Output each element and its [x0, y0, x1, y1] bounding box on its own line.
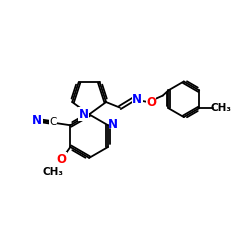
Text: N: N [132, 93, 142, 106]
Text: O: O [57, 153, 67, 166]
Text: CH₃: CH₃ [42, 166, 63, 176]
Text: CH₃: CH₃ [210, 103, 232, 113]
Text: N: N [32, 114, 42, 127]
Text: N: N [108, 118, 118, 130]
Text: N: N [79, 108, 89, 121]
Text: C: C [50, 117, 57, 127]
Text: O: O [146, 96, 156, 108]
